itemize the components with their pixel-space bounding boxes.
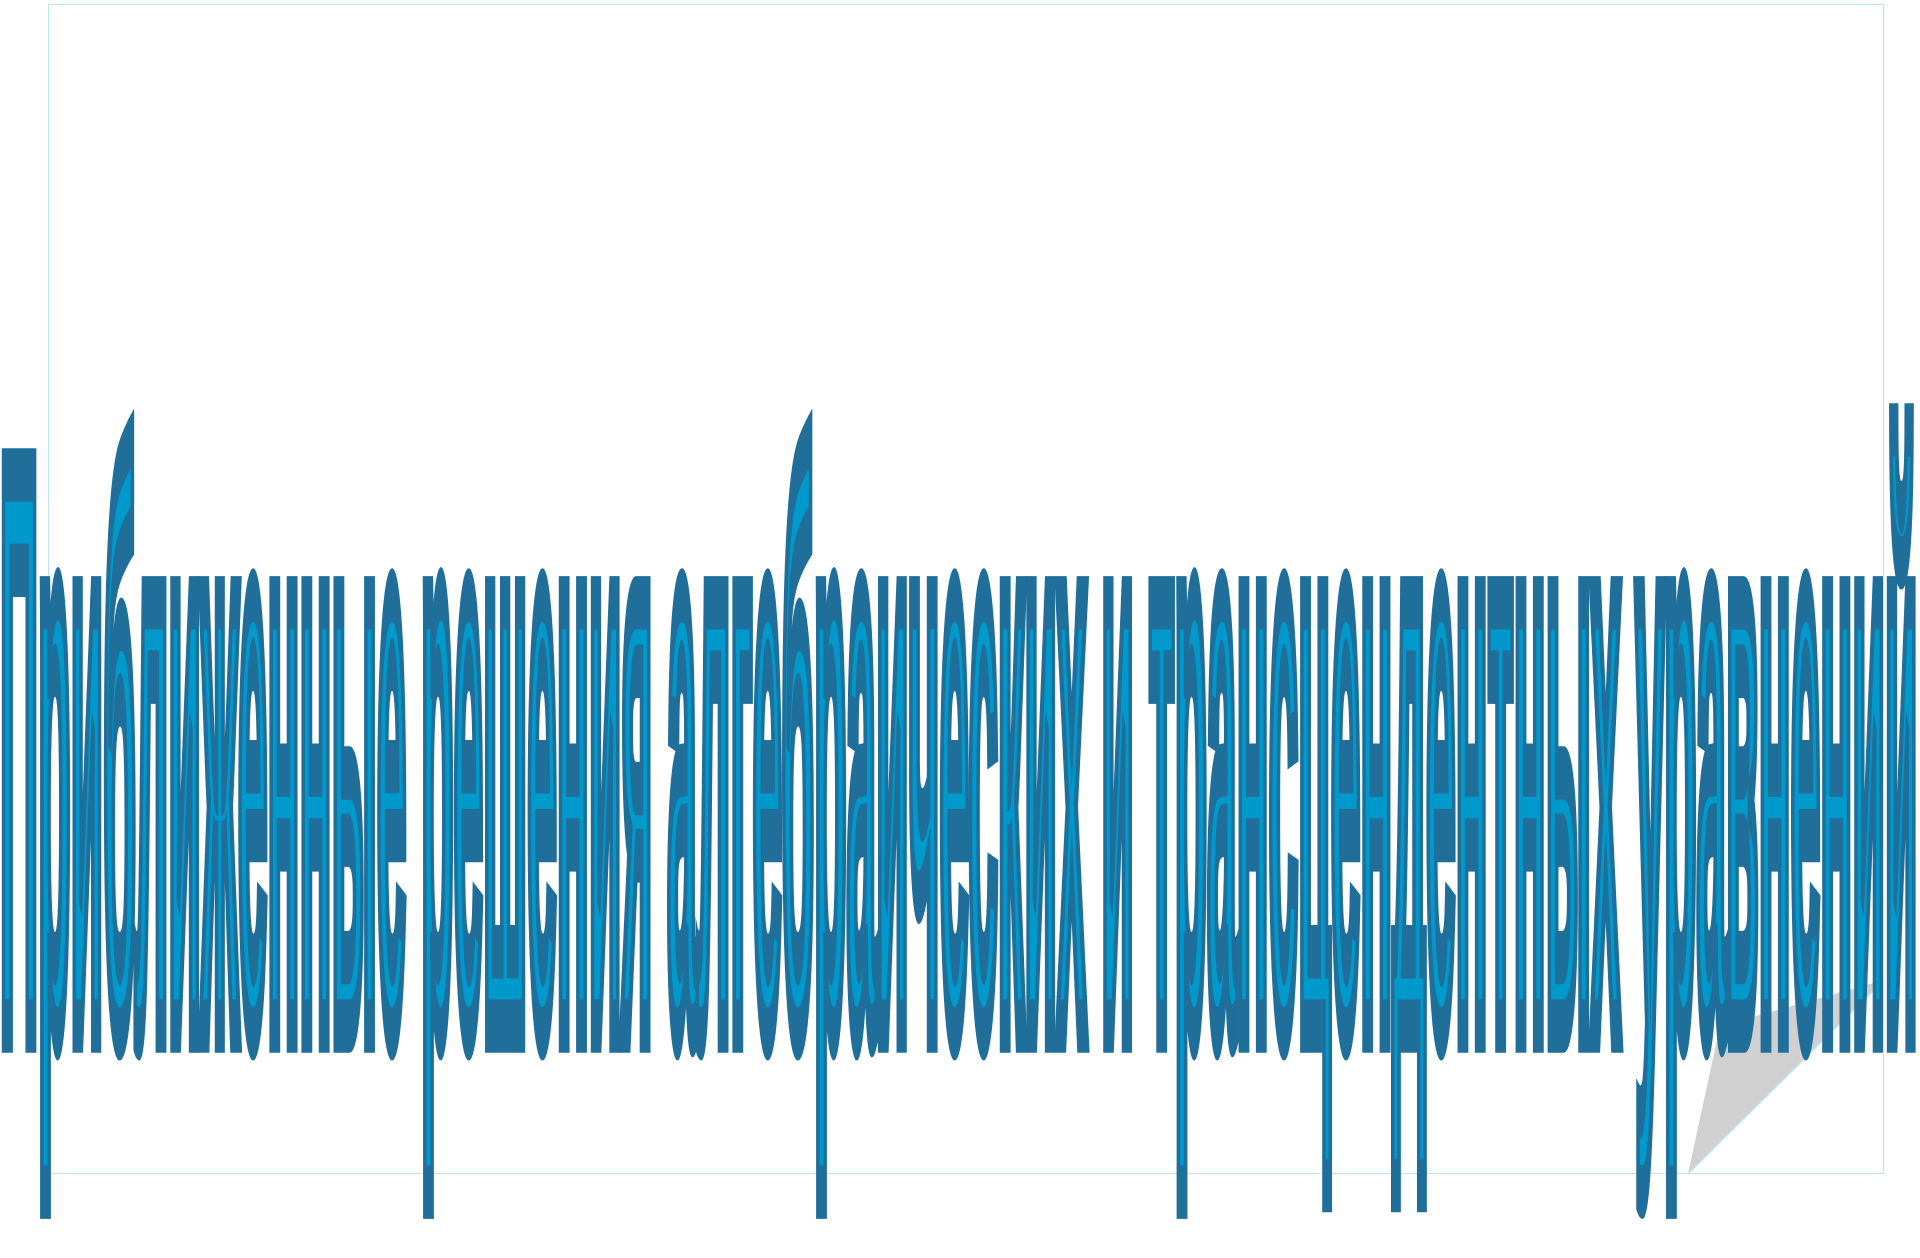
slide-frame	[48, 4, 1884, 1174]
slide-title-text: Приближенные решения алгебраических и тр…	[0, 302, 1918, 1201]
page-curl-edge	[1687, 979, 1885, 1175]
